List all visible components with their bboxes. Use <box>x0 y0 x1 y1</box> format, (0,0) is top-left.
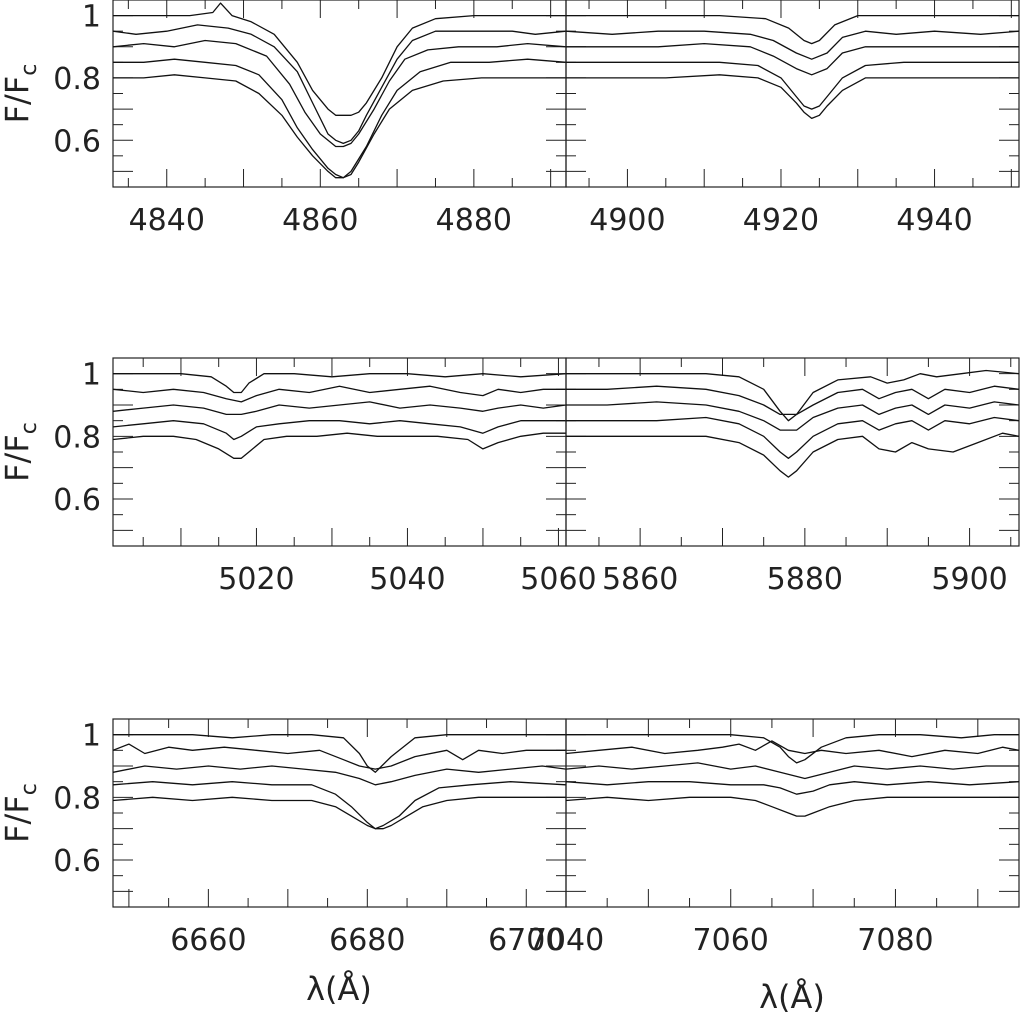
spectrum-line-1 <box>113 734 566 773</box>
panel-2-0: 6660 6680 6700 0.6 0.8 1 <box>53 718 567 958</box>
y-axis-label: F/Fc <box>0 64 42 124</box>
spectrum-line-5 <box>113 796 566 830</box>
spectrum-line-5 <box>566 432 1019 478</box>
x-axis-label: λ(Å) <box>306 970 372 1008</box>
x-axis-label: λ(Å) <box>759 978 825 1016</box>
spectrum-line-5 <box>113 432 566 459</box>
spectrum-line-2 <box>113 385 566 403</box>
x-tick-label: 5900 <box>931 562 1007 597</box>
y-tick-label: 0.8 <box>53 781 101 816</box>
y-tick-label: 1 <box>82 719 101 754</box>
spectrum-line-2 <box>566 740 1019 758</box>
panel-0-0: 4840 4860 4880 0.6 0.8 1 <box>53 0 567 238</box>
spectrum-line-4 <box>113 781 566 830</box>
x-tick-label: 5880 <box>767 562 843 597</box>
spectrum-line-1 <box>566 14 1019 45</box>
spectrum-line-2 <box>113 24 566 145</box>
y-tick-label: 0.6 <box>53 124 101 159</box>
x-tick-label: 5060 <box>520 562 596 597</box>
spectrum-line-2 <box>113 743 566 770</box>
x-tick-label: 7040 <box>528 923 604 958</box>
spectrum-line-4 <box>113 58 566 179</box>
axis-labels: F/Fc F/Fc F/Fc λ(Å) λ(Å) <box>0 64 825 1016</box>
y-tick-label: 0.8 <box>53 420 101 455</box>
spectrum-line-5 <box>113 74 566 179</box>
spectrum-line-1 <box>566 734 1019 764</box>
spectrum-line-1 <box>113 2 566 116</box>
spectrum-line-3 <box>566 401 1019 431</box>
x-tick-label: 4940 <box>896 203 972 238</box>
panel-1-1: 5860 5880 5900 <box>565 357 1020 597</box>
x-tick-label: 7080 <box>857 923 933 958</box>
y-tick-label: 0.6 <box>53 844 101 879</box>
spectrum-line-3 <box>113 765 566 786</box>
spectrum-line-3 <box>113 401 566 416</box>
x-tick-label: 6700 <box>488 923 564 958</box>
x-tick-label: 5860 <box>602 562 678 597</box>
x-tick-label: 4900 <box>589 203 665 238</box>
panel-0-1: 4900 4920 4940 <box>565 0 1020 238</box>
x-tick-label: 4920 <box>743 203 819 238</box>
spectrum-line-4 <box>566 416 1019 459</box>
y-tick-label: 1 <box>82 358 101 393</box>
x-tick-label: 4860 <box>282 203 358 238</box>
panel-2-1: 7040 7060 7080 <box>528 718 1020 958</box>
spectrum-line-3 <box>566 762 1019 780</box>
x-tick-label: 5020 <box>218 562 294 597</box>
panel-frame <box>112 718 567 908</box>
x-tick-label: 5040 <box>369 562 445 597</box>
y-tick-label: 0.8 <box>53 62 101 97</box>
x-tick-label: 6660 <box>170 923 246 958</box>
spectrum-line-2 <box>566 385 1019 416</box>
x-tick-label: 7060 <box>693 923 769 958</box>
panel-frame <box>565 0 1020 188</box>
y-tick-label: 0.6 <box>53 483 101 518</box>
spectrum-line-1 <box>566 369 1019 422</box>
spectrum-line-4 <box>566 61 1019 110</box>
panel-1-0: 5020 5040 5060 0.6 0.8 1 <box>53 357 597 597</box>
spectrum-line-1 <box>113 373 566 394</box>
x-tick-label: 6680 <box>329 923 405 958</box>
spectrum-line-3 <box>113 39 566 148</box>
y-axis-label: F/Fc <box>0 422 42 482</box>
spectrum-line-2 <box>566 30 1019 60</box>
y-tick-label: 1 <box>82 0 101 35</box>
x-tick-label: 4880 <box>436 203 512 238</box>
spectrum-line-3 <box>566 42 1019 76</box>
y-axis-label: F/Fc <box>0 783 42 843</box>
x-tick-label: 4840 <box>129 203 205 238</box>
spectrum-line-5 <box>566 74 1019 120</box>
spectrum-line-4 <box>566 781 1019 795</box>
spectrum-line-5 <box>566 796 1019 817</box>
spectrum-line-4 <box>113 420 566 441</box>
